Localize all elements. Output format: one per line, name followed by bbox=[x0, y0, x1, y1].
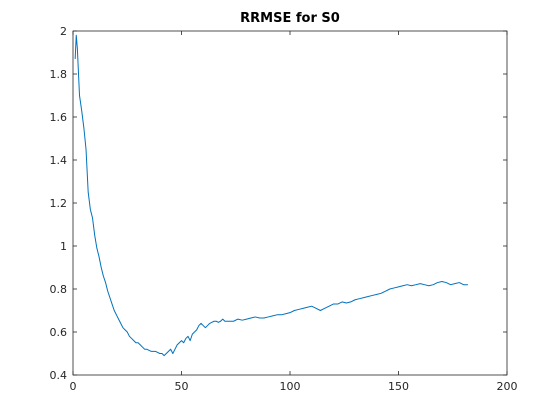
y-tick-label: 0.6 bbox=[50, 326, 68, 339]
plot-frame bbox=[72, 30, 508, 376]
y-tick-label: 2 bbox=[60, 25, 67, 38]
x-tick-label: 200 bbox=[497, 380, 518, 393]
x-tick-label: 100 bbox=[280, 380, 301, 393]
y-tick-label: 1.8 bbox=[50, 68, 68, 81]
y-tick-label: 1.4 bbox=[50, 154, 68, 167]
x-axis: 0 50 100 150 200 bbox=[70, 31, 518, 393]
series-line-1 bbox=[74, 34, 468, 357]
x-tick-label: 0 bbox=[70, 380, 77, 393]
y-tick-label: 1.2 bbox=[50, 197, 68, 210]
y-tick-label: 1 bbox=[60, 240, 67, 253]
y-tick-label: 1.6 bbox=[50, 111, 68, 124]
y-axis: 0.4 0.6 0.8 1 1.2 1.4 1.6 1.8 2 bbox=[50, 25, 507, 382]
series-group bbox=[74, 34, 468, 357]
x-tick-label: 50 bbox=[175, 380, 189, 393]
y-tick-label: 0.4 bbox=[50, 369, 68, 382]
plot-area bbox=[72, 30, 508, 376]
y-tick-label: 0.8 bbox=[50, 283, 68, 296]
chart-title: RRMSE for S0 bbox=[240, 11, 340, 26]
x-tick-label: 150 bbox=[388, 380, 409, 393]
